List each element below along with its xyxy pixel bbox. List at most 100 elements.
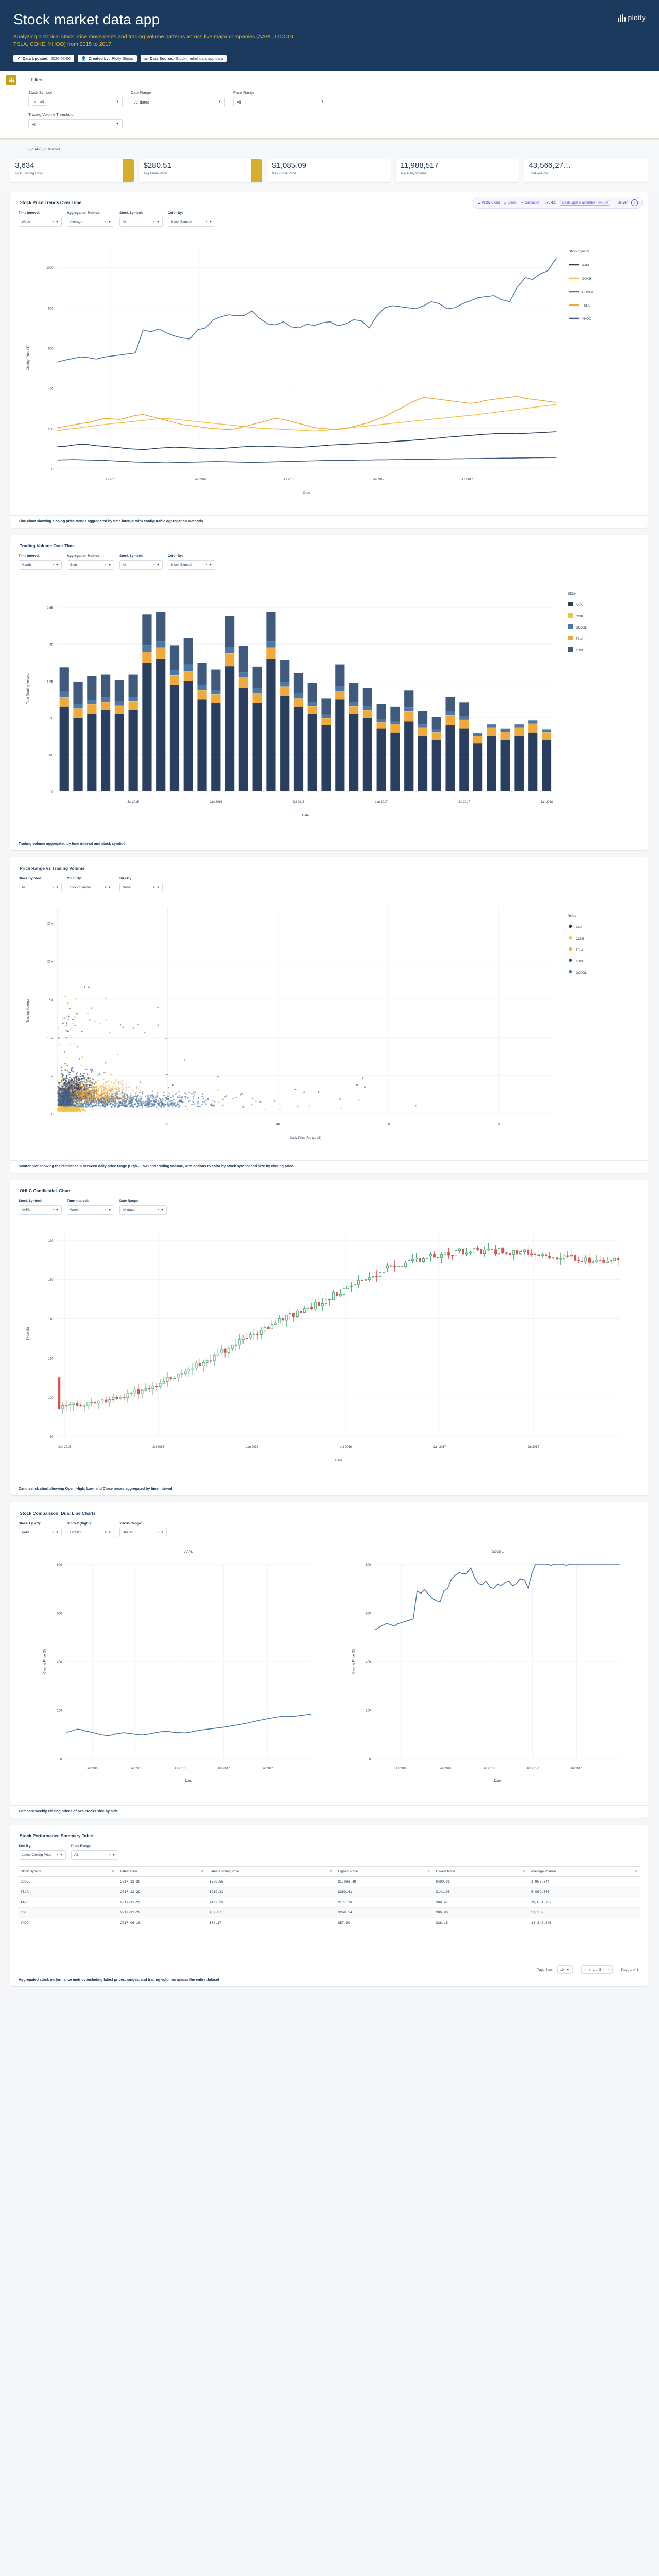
sort-by-select[interactable]: Latest Closing Price × ▼ <box>19 1850 66 1860</box>
table-row[interactable]: YHOO 2017-06-16 $50.17 $57.39 $26.15 14,346,3… <box>18 1918 640 1929</box>
table-column-header[interactable]: Average Volume ≡ <box>528 1866 640 1877</box>
time-interval-select[interactable]: Week × ▼ <box>19 217 62 227</box>
stock-2-select[interactable]: GOOGL × ▼ <box>67 1528 114 1538</box>
clear-icon[interactable]: × <box>105 1531 107 1534</box>
chevron-down-icon[interactable]: ▼ <box>218 100 221 104</box>
chevron-down-icon[interactable]: ▼ <box>161 1531 164 1534</box>
chevron-down-icon[interactable]: ▼ <box>108 220 111 224</box>
date-range-select[interactable]: All dates × ▼ <box>119 1205 167 1215</box>
stock-symbol-select[interactable]: All × ▼ <box>119 217 163 227</box>
column-filter-icon[interactable]: ≡ <box>427 1870 430 1874</box>
stock-1-select[interactable]: AAPL × ▼ <box>19 1528 62 1538</box>
y-axis-range-select[interactable]: Shared × ▼ <box>119 1528 167 1538</box>
clear-icon[interactable]: × <box>153 886 155 889</box>
column-filter-icon[interactable]: ≡ <box>523 1870 525 1874</box>
chevron-down-icon[interactable]: ▼ <box>108 1531 111 1534</box>
chevron-down-icon[interactable]: ▼ <box>108 563 111 567</box>
clear-icon[interactable]: × <box>105 1208 107 1212</box>
table-column-header[interactable]: Lowest Price ≡ <box>432 1866 528 1877</box>
column-filter-icon[interactable]: ≡ <box>201 1870 203 1874</box>
chevron-down-icon[interactable]: ▼ <box>157 563 160 567</box>
devtools-plotly-cloud[interactable]: ☁ Plotly Cloud <box>477 201 500 205</box>
prev-page-icon[interactable]: ‹ <box>589 1968 591 1972</box>
chevron-down-icon[interactable]: ▼ <box>56 563 59 567</box>
clear-icon[interactable]: × <box>205 220 208 224</box>
chevron-down-icon[interactable]: ▼ <box>60 1853 63 1857</box>
color-by-select[interactable]: Stock Symbol × ▼ <box>168 560 215 570</box>
table-column-header[interactable]: Latest Closing Price ≡ <box>206 1866 335 1877</box>
chevron-down-icon[interactable]: ▼ <box>209 220 212 224</box>
clear-icon[interactable]: × <box>153 563 155 567</box>
trading-volume-chart[interactable]: 0 0.5B 1B 1.5B 2B 2.5B Jul 2015 Jan 2016 Jul 201… <box>18 570 640 838</box>
color-by-select[interactable]: Stock Symbol × ▼ <box>168 217 215 227</box>
table-column-header[interactable]: Stock Symbol ≡ <box>18 1866 117 1877</box>
selected-chip[interactable]: × All <box>32 98 47 106</box>
chevron-down-icon[interactable]: ▼ <box>112 1853 115 1857</box>
table-row[interactable]: TSLA 2017-12-29 $219.31 $389.61 $141.05 5,062… <box>18 1887 640 1898</box>
clear-icon[interactable]: × <box>105 886 107 889</box>
chevron-down-icon[interactable]: ▼ <box>56 886 59 889</box>
chevron-down-icon[interactable]: ▼ <box>56 220 59 224</box>
devtools-callbacks[interactable]: ∺ Callbacks <box>520 201 540 205</box>
time-interval-select[interactable]: Month × ▼ <box>19 560 62 570</box>
chevron-down-icon[interactable]: ▼ <box>161 1208 164 1212</box>
chevron-down-icon[interactable]: ▼ <box>116 100 119 104</box>
chevron-down-icon[interactable]: ▼ <box>209 563 212 567</box>
price-range-select[interactable]: All ▼ <box>233 97 327 108</box>
aggregation-method-select[interactable]: Sum × ▼ <box>67 560 114 570</box>
clear-icon[interactable]: × <box>52 1208 55 1212</box>
clear-icon[interactable]: × <box>157 1208 160 1212</box>
aggregation-method-select[interactable]: Average × ▼ <box>67 217 114 227</box>
column-filter-icon[interactable]: ≡ <box>635 1870 637 1874</box>
table-row[interactable]: COKE 2017-12-29 $89.87 $249.54 $86.90 51,369 <box>18 1907 640 1919</box>
chevron-down-icon[interactable]: ▼ <box>56 1531 59 1534</box>
devtools-errors[interactable]: △ Errors <box>503 201 517 205</box>
pagination-control[interactable]: |‹ ‹ 1 of 5 › ›| <box>581 1965 613 1974</box>
time-interval-select[interactable]: Week × ▼ <box>67 1205 114 1215</box>
clear-icon[interactable]: × <box>52 886 55 889</box>
devtools-expand-icon[interactable]: » <box>631 199 638 207</box>
column-filter-icon[interactable]: ≡ <box>330 1870 332 1874</box>
clear-icon[interactable]: × <box>153 220 155 224</box>
clear-icon[interactable]: × <box>205 563 208 567</box>
chevron-down-icon[interactable]: ▼ <box>321 100 324 104</box>
candlestick-chart[interactable]: 80 100 120 140 160 180 Jan 2015 Jul 2015 Jan 201… <box>18 1215 640 1483</box>
column-filter-icon[interactable]: ≡ <box>112 1870 114 1874</box>
clear-icon[interactable]: × <box>157 1531 160 1534</box>
clear-icon[interactable]: × <box>52 1531 55 1534</box>
chevron-down-icon[interactable]: ▼ <box>108 1208 111 1212</box>
price-range-select[interactable]: All × ▼ <box>71 1850 118 1860</box>
dash-devtools-toolbar[interactable]: ☁ Plotly Cloud △ Errors ∺ Callbacks v3.4… <box>472 197 643 209</box>
table-column-header[interactable]: Latest Date ≡ <box>117 1866 206 1877</box>
devtools-server[interactable]: Server <box>617 201 628 205</box>
clear-icon[interactable]: × <box>56 1853 59 1857</box>
last-page-icon[interactable]: ›| <box>607 1968 610 1972</box>
clear-icon[interactable]: × <box>52 220 55 224</box>
clear-icon[interactable]: × <box>105 220 107 224</box>
stock-symbol-select[interactable]: × All ▼ <box>28 97 123 108</box>
next-page-icon[interactable]: › <box>603 1968 605 1972</box>
table-column-header[interactable]: Highest Price ≡ <box>335 1866 433 1877</box>
clear-icon[interactable]: × <box>105 563 107 567</box>
dual-line-chart[interactable]: 0 200 400 600 800 Jul 2015 Jan 2016 Jul 2016 Jan… <box>18 1537 640 1805</box>
clear-icon[interactable]: × <box>52 563 55 567</box>
chevron-down-icon[interactable]: ▼ <box>566 1968 570 1972</box>
size-by-select[interactable]: None × ▼ <box>119 883 163 893</box>
first-page-icon[interactable]: |‹ <box>584 1968 587 1972</box>
table-row[interactable]: GOOGL 2017-12-29 $529.55 $1,086.49 $490.91 1,… <box>18 1876 640 1888</box>
chevron-down-icon[interactable]: ▼ <box>116 123 119 126</box>
scatter-chart[interactable]: 0 5M 10M 15M 20M 25M 0 20 40 60 80 Daily Price Rang… <box>18 892 640 1160</box>
stock-symbol-select[interactable]: All × ▼ <box>19 883 62 893</box>
stock-symbol-select[interactable]: AAPL × ▼ <box>19 1205 62 1215</box>
chevron-down-icon[interactable]: ▼ <box>56 1208 59 1212</box>
clear-icon[interactable]: × <box>109 1853 111 1857</box>
date-range-select[interactable]: All dates ▼ <box>131 97 225 108</box>
chevron-down-icon[interactable]: ▼ <box>157 220 160 224</box>
page-size-select[interactable]: 10 ▼ <box>557 1965 573 1974</box>
chevron-down-icon[interactable]: ▼ <box>157 886 160 889</box>
chip-remove-icon[interactable]: × <box>32 100 38 104</box>
stock-symbol-select[interactable]: All × ▼ <box>119 560 163 570</box>
color-by-select[interactable]: Stock Symbol × ▼ <box>67 883 114 893</box>
table-row[interactable]: AAPL 2017-12-29 $109.33 $177.20 $89.47 39,031… <box>18 1897 640 1908</box>
chevron-down-icon[interactable]: ▼ <box>108 886 111 889</box>
